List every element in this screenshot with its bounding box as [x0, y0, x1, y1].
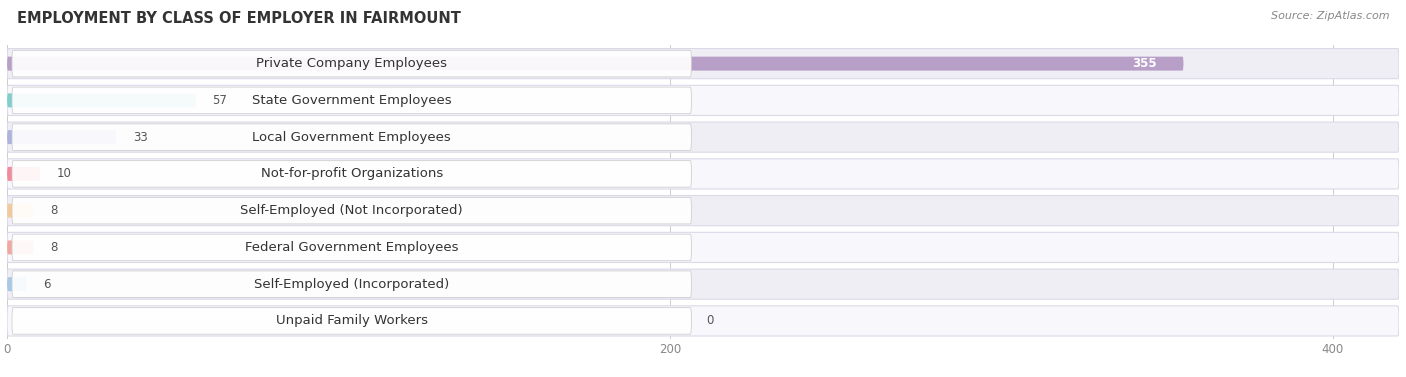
FancyBboxPatch shape [7, 204, 34, 218]
Text: Federal Government Employees: Federal Government Employees [245, 241, 458, 254]
FancyBboxPatch shape [7, 306, 1399, 336]
FancyBboxPatch shape [13, 308, 692, 334]
Text: Source: ZipAtlas.com: Source: ZipAtlas.com [1271, 11, 1389, 21]
Text: 6: 6 [44, 278, 51, 291]
FancyBboxPatch shape [13, 124, 692, 150]
FancyBboxPatch shape [7, 196, 1399, 226]
FancyBboxPatch shape [13, 234, 692, 261]
FancyBboxPatch shape [13, 161, 692, 187]
Text: 8: 8 [51, 204, 58, 217]
Text: 33: 33 [134, 131, 148, 144]
FancyBboxPatch shape [7, 57, 1184, 70]
Text: 355: 355 [1132, 57, 1157, 70]
FancyBboxPatch shape [13, 198, 692, 224]
Text: Private Company Employees: Private Company Employees [256, 57, 447, 70]
Text: 0: 0 [706, 314, 714, 327]
Text: 8: 8 [51, 241, 58, 254]
Text: Self-Employed (Incorporated): Self-Employed (Incorporated) [254, 278, 450, 291]
Text: 57: 57 [212, 94, 228, 107]
Text: Self-Employed (Not Incorporated): Self-Employed (Not Incorporated) [240, 204, 463, 217]
FancyBboxPatch shape [7, 49, 1399, 79]
FancyBboxPatch shape [7, 269, 1399, 299]
FancyBboxPatch shape [7, 122, 1399, 152]
FancyBboxPatch shape [13, 87, 692, 113]
Text: 10: 10 [56, 167, 72, 180]
Text: Not-for-profit Organizations: Not-for-profit Organizations [260, 167, 443, 180]
FancyBboxPatch shape [7, 277, 27, 291]
Text: EMPLOYMENT BY CLASS OF EMPLOYER IN FAIRMOUNT: EMPLOYMENT BY CLASS OF EMPLOYER IN FAIRM… [17, 11, 461, 26]
FancyBboxPatch shape [7, 167, 41, 181]
FancyBboxPatch shape [7, 159, 1399, 189]
Text: Unpaid Family Workers: Unpaid Family Workers [276, 314, 427, 327]
FancyBboxPatch shape [13, 271, 692, 297]
FancyBboxPatch shape [7, 232, 1399, 262]
Text: State Government Employees: State Government Employees [252, 94, 451, 107]
FancyBboxPatch shape [7, 241, 34, 254]
FancyBboxPatch shape [13, 51, 692, 77]
FancyBboxPatch shape [7, 130, 117, 144]
FancyBboxPatch shape [7, 85, 1399, 115]
FancyBboxPatch shape [7, 93, 195, 107]
Text: Local Government Employees: Local Government Employees [252, 131, 451, 144]
